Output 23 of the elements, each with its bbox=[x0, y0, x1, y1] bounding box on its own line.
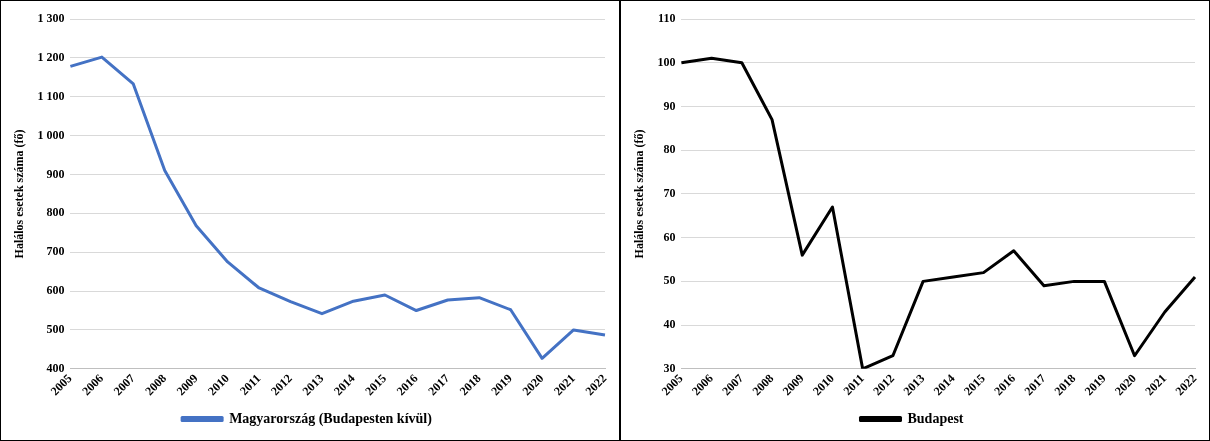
y-tick-label: 1 100 bbox=[37, 88, 65, 103]
y-tick-label: 500 bbox=[46, 322, 65, 337]
legend-label: Magyarország (Budapesten kívül) bbox=[229, 410, 433, 427]
y-tick-label: 600 bbox=[46, 283, 65, 298]
y-tick-label: 100 bbox=[657, 54, 676, 69]
y-axis-title: Halálos esetek száma (fő) bbox=[12, 129, 27, 259]
y-tick-label: 110 bbox=[658, 11, 676, 26]
y-tick-label: 80 bbox=[663, 142, 676, 157]
y-tick-label: 1 200 bbox=[37, 49, 65, 64]
y-tick-label: 400 bbox=[46, 360, 65, 375]
y-tick-label: 50 bbox=[663, 273, 676, 288]
legend-label: Budapest bbox=[907, 410, 964, 426]
y-tick-label: 1 300 bbox=[37, 11, 65, 26]
y-tick-label: 30 bbox=[663, 360, 676, 375]
y-tick-label: 700 bbox=[46, 244, 65, 259]
y-tick-label: 900 bbox=[46, 166, 65, 181]
y-tick-label: 40 bbox=[663, 317, 676, 332]
y-tick-label: 800 bbox=[46, 205, 65, 220]
y-tick-label: 1 000 bbox=[37, 127, 65, 142]
y-tick-label: 70 bbox=[663, 186, 676, 201]
y-tick-label: 90 bbox=[663, 98, 676, 113]
y-axis-title: Halálos esetek száma (fő) bbox=[632, 129, 647, 259]
y-tick-label: 60 bbox=[663, 229, 676, 244]
